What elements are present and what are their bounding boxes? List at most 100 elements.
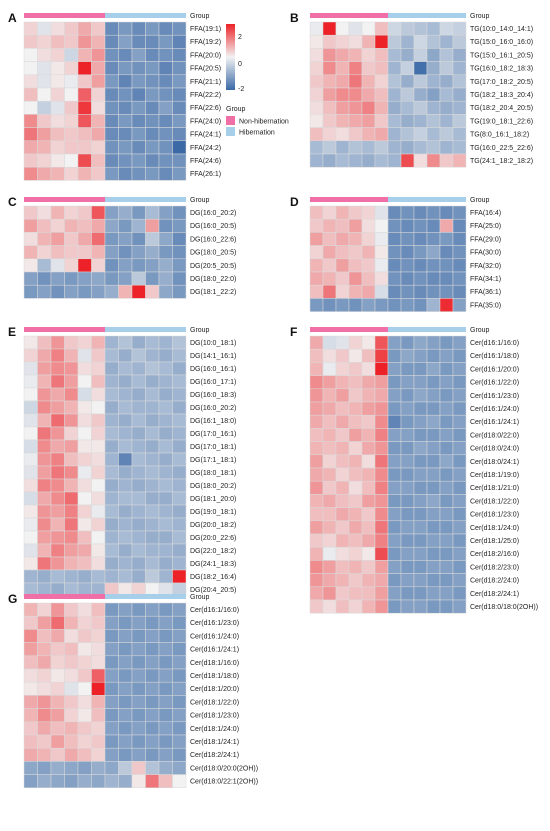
row-label: Cer(d18:1/22:0) xyxy=(470,498,519,505)
heatmap-cell xyxy=(309,153,324,168)
heatmap-cell xyxy=(361,74,376,89)
heatmap-cell xyxy=(91,34,106,49)
heatmap-cell xyxy=(400,335,415,350)
heatmap-cell xyxy=(77,642,92,657)
heatmap-cell xyxy=(439,507,454,522)
heatmap-cell xyxy=(439,335,454,350)
heatmap-cell xyxy=(131,774,146,789)
heatmap-cell xyxy=(452,205,467,220)
heatmap-cell xyxy=(322,114,337,128)
heatmap-cell xyxy=(158,426,173,441)
heatmap-cell xyxy=(361,507,376,522)
heatmap-cell xyxy=(452,34,467,49)
heatmap-cell xyxy=(387,127,402,142)
row-label: Cer(d16:1/24:1) xyxy=(190,647,239,654)
heatmap-cell xyxy=(452,480,467,495)
heatmap-cell xyxy=(426,114,441,128)
heatmap-cell xyxy=(452,232,467,246)
heatmap-cell xyxy=(426,61,441,76)
row-label: Cer(d18:1/19:0) xyxy=(470,472,519,479)
heatmap-cell xyxy=(104,140,119,155)
heatmap-cell xyxy=(158,465,173,480)
heatmap-cell xyxy=(322,21,337,36)
heatmap-cell xyxy=(387,454,402,469)
heatmap-cell xyxy=(104,413,119,428)
heatmap-cell xyxy=(439,153,454,168)
heatmap-cell xyxy=(374,441,389,456)
heatmap-cell xyxy=(335,61,350,76)
heatmap-cell xyxy=(387,271,402,286)
heatmap-cell xyxy=(77,668,92,683)
heatmap-cell xyxy=(322,335,337,350)
heatmap-cell xyxy=(77,258,92,273)
heatmap-cell xyxy=(145,543,160,558)
heatmap-cell xyxy=(50,747,65,762)
heatmap-cell xyxy=(413,586,428,601)
heatmap-cell xyxy=(37,615,52,630)
heatmap-cell xyxy=(309,87,324,102)
heatmap-cell xyxy=(145,556,160,571)
heatmap-cell xyxy=(387,401,402,416)
heatmap-cell xyxy=(335,114,350,128)
panel-letter: E xyxy=(8,325,16,339)
heatmap-cell xyxy=(426,599,441,614)
heatmap-cell xyxy=(413,87,428,102)
heatmap-cell xyxy=(309,573,324,588)
heatmap-cell xyxy=(37,642,52,657)
heatmap-cell xyxy=(23,642,38,657)
heatmap-cell xyxy=(400,74,415,89)
heatmap-cell xyxy=(104,153,119,168)
heatmap-cell xyxy=(118,452,133,467)
row-label: TG(18:2_18:3_20:4) xyxy=(470,92,533,99)
heatmap-cell xyxy=(23,602,38,617)
heatmap-cell xyxy=(23,400,38,415)
heatmap-cell xyxy=(400,218,415,233)
heatmap-cell xyxy=(172,153,187,168)
heatmap-cell xyxy=(158,400,173,415)
heatmap-cell xyxy=(77,681,92,696)
heatmap-cell xyxy=(118,361,133,376)
heatmap-cell xyxy=(77,543,92,558)
heatmap-cell xyxy=(23,668,38,683)
heatmap-cell xyxy=(131,629,146,643)
heatmap-cell xyxy=(335,546,350,561)
heatmap-cell xyxy=(104,504,119,519)
heatmap-cell xyxy=(118,335,133,350)
heatmap-cell xyxy=(104,284,119,299)
heatmap-cell xyxy=(145,517,160,532)
heatmap-cell xyxy=(322,153,337,168)
heatmap-cell xyxy=(309,428,324,442)
heatmap-cell xyxy=(131,166,146,181)
heatmap-cell xyxy=(309,533,324,548)
heatmap-cell xyxy=(413,21,428,36)
heatmap-cell xyxy=(158,530,173,545)
heatmap-cell xyxy=(426,87,441,102)
heatmap-cell xyxy=(361,546,376,561)
heatmap-cell xyxy=(50,218,65,233)
heatmap-cell xyxy=(64,48,79,62)
heatmap-cell xyxy=(309,414,324,429)
heatmap-cell xyxy=(131,413,146,428)
heatmap-cell xyxy=(77,721,92,736)
row-label: FFA(36:1) xyxy=(470,289,501,296)
heatmap-cell xyxy=(439,87,454,102)
heatmap-cell xyxy=(387,599,402,614)
heatmap-cell xyxy=(374,586,389,601)
heatmap-cell xyxy=(91,271,106,286)
heatmap-cell xyxy=(439,218,454,233)
heatmap-cell xyxy=(452,114,467,128)
heatmap-cell xyxy=(77,48,92,62)
heatmap-cell xyxy=(145,465,160,480)
heatmap-cell xyxy=(172,465,187,480)
heatmap-cell xyxy=(426,232,441,246)
heatmap-cell xyxy=(91,721,106,736)
heatmap-cell xyxy=(91,21,106,36)
heatmap-cell xyxy=(413,284,428,299)
row-label: Cer(d16:1/23:0) xyxy=(470,393,519,400)
heatmap-cell xyxy=(37,34,52,49)
heatmap-cell xyxy=(426,428,441,442)
heatmap-cell xyxy=(145,114,160,128)
heatmap-cell xyxy=(118,271,133,286)
heatmap-cell xyxy=(387,494,402,508)
heatmap-cell xyxy=(64,114,79,128)
